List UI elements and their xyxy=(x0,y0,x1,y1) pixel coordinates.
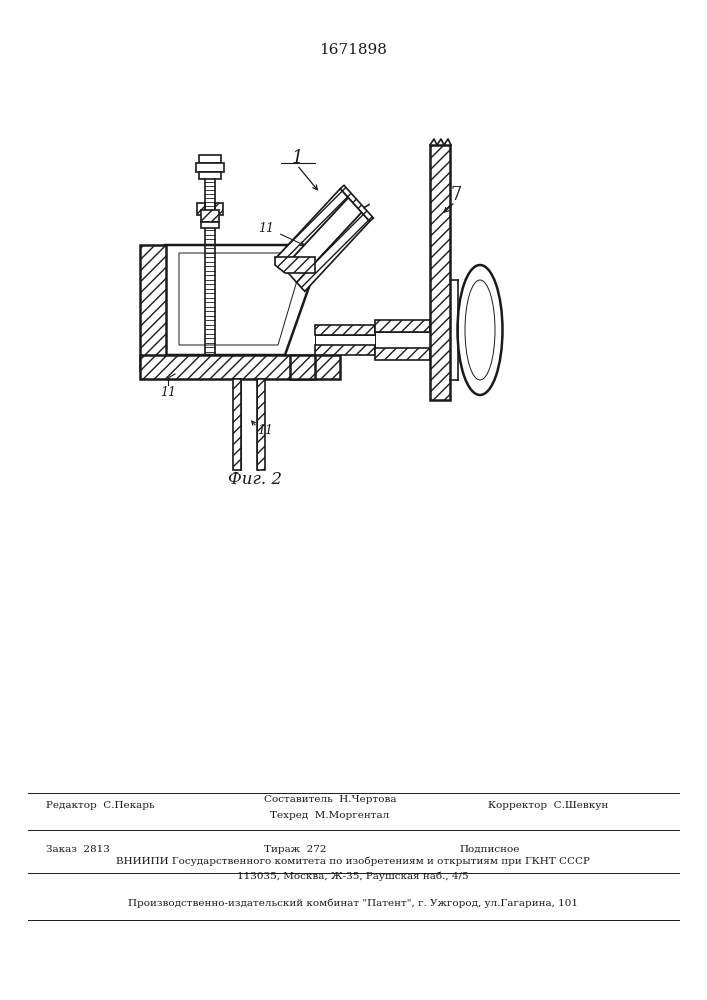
Bar xyxy=(215,203,223,215)
Bar xyxy=(199,155,221,163)
Bar xyxy=(290,355,315,379)
Text: 11: 11 xyxy=(257,424,273,436)
Text: ВНИИПИ Государственного комитета по изобретениям и открытиям при ГКНТ СССР: ВНИИПИ Государственного комитета по изоб… xyxy=(116,856,590,866)
Text: Подписное: Подписное xyxy=(460,844,520,854)
Bar xyxy=(375,332,430,348)
Text: 113035, Москва, Ж-35, Раушская наб., 4/5: 113035, Москва, Ж-35, Раушская наб., 4/5 xyxy=(237,871,469,881)
Bar xyxy=(375,348,430,360)
Text: 1: 1 xyxy=(291,149,303,167)
Ellipse shape xyxy=(457,265,503,395)
Bar xyxy=(201,222,219,228)
Text: 11: 11 xyxy=(160,386,176,399)
Bar xyxy=(257,379,265,470)
Text: Производственно-издательский комбинат "Патент", г. Ужгород, ул.Гагарина, 101: Производственно-издательский комбинат "П… xyxy=(128,898,578,908)
Polygon shape xyxy=(179,253,301,345)
Bar xyxy=(315,335,375,345)
Polygon shape xyxy=(275,189,349,268)
Text: Заказ  2813: Заказ 2813 xyxy=(46,844,110,854)
Bar xyxy=(315,345,375,355)
Polygon shape xyxy=(340,185,373,221)
Text: Редактор  С.Пекарь: Редактор С.Пекарь xyxy=(46,802,154,810)
Bar xyxy=(196,163,224,172)
Bar xyxy=(140,245,166,370)
Text: 1671898: 1671898 xyxy=(319,43,387,57)
Text: 7: 7 xyxy=(450,186,462,204)
Bar xyxy=(140,355,340,379)
Polygon shape xyxy=(165,245,315,355)
Bar xyxy=(241,379,257,470)
Bar xyxy=(197,203,205,215)
Bar xyxy=(201,210,219,222)
Bar xyxy=(199,172,221,179)
Text: Составитель  Н.Чертова: Составитель Н.Чертова xyxy=(264,796,396,804)
Text: Корректор  С.Шевкун: Корректор С.Шевкун xyxy=(488,802,608,810)
Polygon shape xyxy=(297,212,370,291)
Bar xyxy=(375,320,430,332)
Text: Техред  М.Моргентал: Техред М.Моргентал xyxy=(270,810,390,820)
Text: Тираж  272: Тираж 272 xyxy=(264,844,326,854)
Ellipse shape xyxy=(465,280,495,380)
Polygon shape xyxy=(275,257,315,273)
Polygon shape xyxy=(284,198,362,282)
Text: 11: 11 xyxy=(258,222,274,234)
Text: Фиг. 2: Фиг. 2 xyxy=(228,472,282,488)
Bar xyxy=(315,325,375,335)
Bar xyxy=(430,145,450,400)
Bar xyxy=(233,379,241,470)
